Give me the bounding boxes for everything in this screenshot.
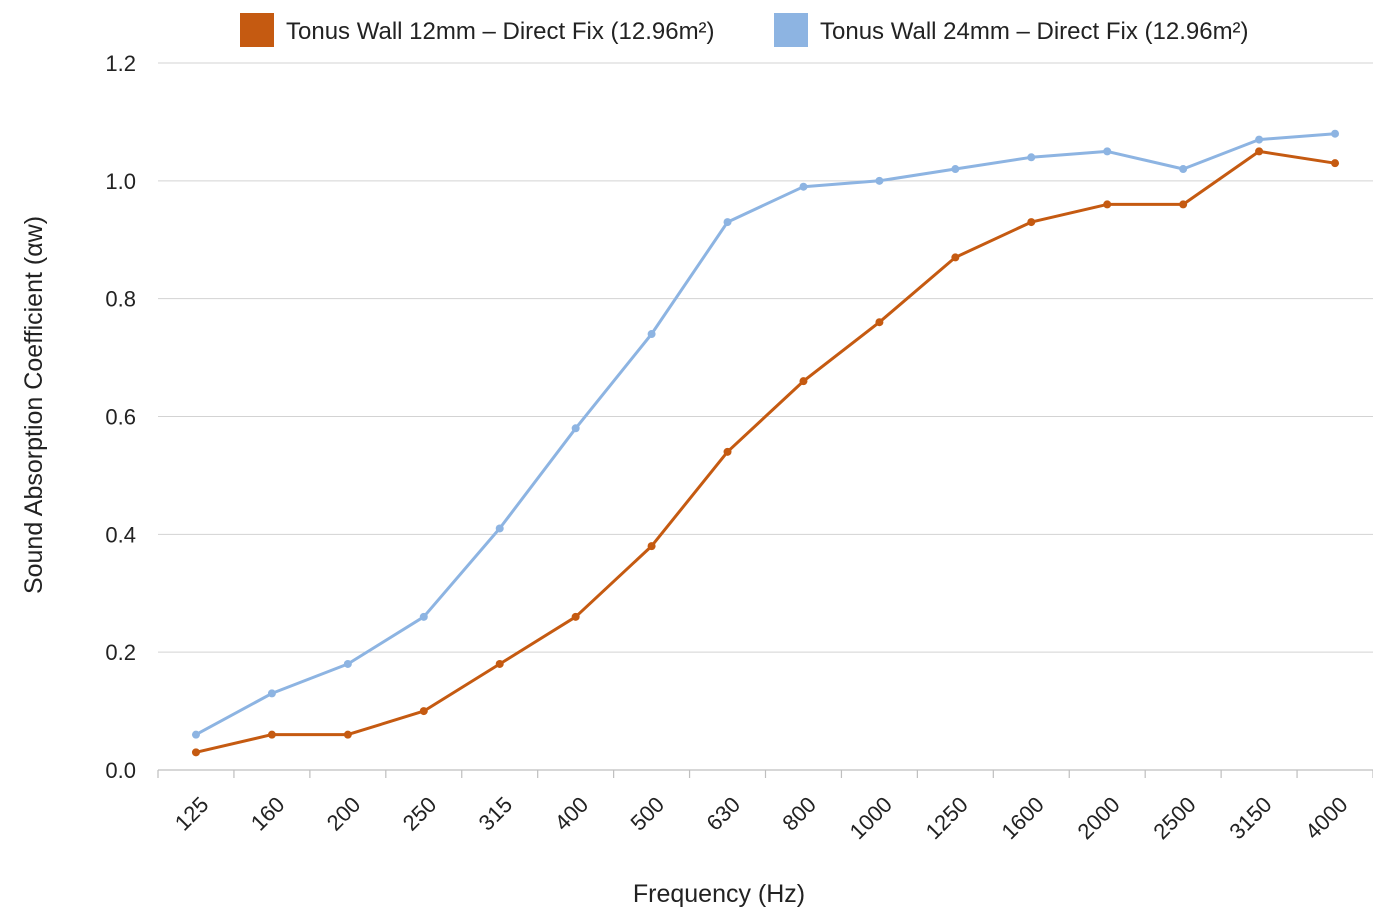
data-point (799, 377, 808, 386)
y-tick-label: 0.4 (105, 522, 136, 547)
data-point (191, 730, 200, 739)
data-point (875, 318, 884, 327)
x-tick-label: 1000 (845, 792, 897, 844)
x-tick-label: 125 (170, 792, 214, 836)
data-point (1103, 200, 1112, 209)
series-0 (191, 147, 1340, 757)
data-point (1331, 129, 1340, 138)
legend-swatch-24mm (774, 13, 808, 47)
y-tick-label: 1.0 (105, 169, 136, 194)
data-point (1331, 159, 1340, 168)
data-point (1179, 200, 1188, 209)
y-axis-tick-labels: 0.0 0.2 0.4 0.6 0.8 1.0 1.2 (105, 51, 136, 783)
x-tick-label: 4000 (1300, 792, 1352, 844)
legend-label-12mm: Tonus Wall 12mm – Direct Fix (12.96m²) (286, 18, 715, 45)
data-point (647, 330, 656, 339)
gridlines (158, 62, 1373, 771)
x-tick-label: 160 (246, 792, 290, 836)
data-point (1027, 153, 1036, 162)
data-point (343, 730, 352, 739)
y-axis-title: Sound Absorption Coefficient (αw) (20, 216, 48, 594)
data-point (1255, 147, 1264, 156)
data-point (647, 542, 656, 551)
x-tick-label: 800 (777, 792, 821, 836)
y-tick-label: 0.6 (105, 405, 136, 430)
series-layer (191, 129, 1340, 757)
x-tick-label: 1600 (997, 792, 1049, 844)
x-axis-title: Frequency (Hz) (633, 880, 805, 908)
data-point (191, 748, 200, 757)
data-point (495, 524, 504, 533)
x-tick-label: 400 (550, 792, 594, 836)
x-tick-label: 630 (701, 792, 745, 836)
data-point (571, 424, 580, 433)
x-tick-label: 500 (625, 792, 669, 836)
data-point (495, 659, 504, 668)
data-point (267, 689, 276, 698)
legend-label-24mm: Tonus Wall 24mm – Direct Fix (12.96m²) (820, 18, 1249, 45)
x-tick-label: 2000 (1072, 792, 1124, 844)
y-tick-label: 1.2 (105, 51, 136, 76)
x-tick-label: 1250 (921, 792, 973, 844)
legend: Tonus Wall 12mm – Direct Fix (12.96m²) T… (240, 13, 1249, 47)
x-tick-label: 250 (398, 792, 442, 836)
series-line-0 (194, 149, 1337, 754)
data-point (1179, 165, 1188, 174)
data-point (875, 176, 884, 185)
data-point (267, 730, 276, 739)
y-tick-label: 0.2 (105, 640, 136, 665)
data-point (723, 447, 732, 456)
data-point (1103, 147, 1112, 156)
series-1 (191, 129, 1340, 739)
legend-swatch-12mm (240, 13, 274, 47)
series-line-1 (194, 132, 1337, 737)
x-tick-label: 315 (474, 792, 518, 836)
x-tick-label: 2500 (1148, 792, 1200, 844)
data-point (723, 218, 732, 227)
data-point (419, 707, 428, 716)
data-point (1255, 135, 1264, 144)
x-axis-tick-labels: 125 160 200 250 315 400 500 630 800 1000 1250 1600 2… (157, 770, 1373, 844)
y-tick-label: 0.0 (105, 758, 136, 783)
data-point (419, 612, 428, 621)
y-tick-label: 0.8 (105, 287, 136, 312)
data-point (799, 182, 808, 191)
x-tick-label: 3150 (1224, 792, 1276, 844)
data-point (571, 612, 580, 621)
data-point (1027, 218, 1036, 227)
data-point (343, 659, 352, 668)
data-point (951, 165, 960, 174)
x-tick-label: 200 (322, 792, 366, 836)
data-point (951, 253, 960, 262)
